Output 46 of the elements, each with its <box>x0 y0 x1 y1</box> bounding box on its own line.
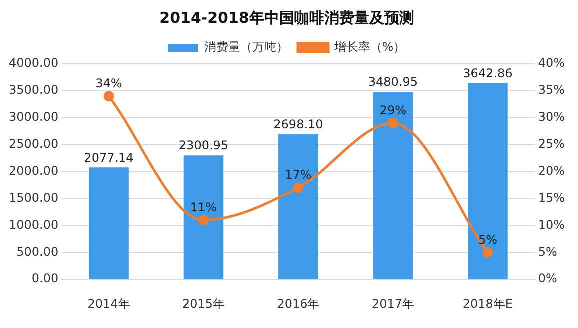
y-tick-label: 3000.00 <box>9 110 59 124</box>
y-tick-label: 0.00 <box>32 272 59 286</box>
y2-tick-label: 5% <box>538 244 558 259</box>
data-label: 2077.14 <box>84 150 134 165</box>
y2-tick-label: 25% <box>538 136 565 151</box>
y-tick-label: 3500.00 <box>9 83 59 98</box>
bar <box>89 168 129 280</box>
y-tick-label: 2500.00 <box>9 136 59 151</box>
y-tick-label: 4000.00 <box>9 56 59 70</box>
y2-tick-label: 30% <box>538 110 565 124</box>
data-label: 11% <box>190 200 218 214</box>
data-label: 2698.10 <box>274 117 324 132</box>
data-label: 2300.95 <box>178 138 229 153</box>
y2-tick-label: 40% <box>538 56 565 70</box>
legend-label: 增长率（%） <box>333 40 406 54</box>
bar <box>468 83 508 280</box>
bar <box>278 134 318 280</box>
chart-title: 2014-2018年中国咖啡消费量及预测 <box>160 8 414 27</box>
bar <box>184 156 224 280</box>
bar <box>373 92 414 280</box>
data-label: 5% <box>478 232 498 247</box>
x-tick-label: 2017年 <box>372 296 414 311</box>
y2-tick-label: 20% <box>538 164 565 178</box>
y-tick-label: 1000.00 <box>9 218 59 232</box>
y2-tick-label: 15% <box>538 190 565 205</box>
point <box>482 247 494 258</box>
x-tick-label: 2015年 <box>182 296 226 311</box>
data-label: 34% <box>96 76 122 90</box>
data-label: 29% <box>380 103 407 118</box>
y-tick-label: 2000.00 <box>9 164 59 178</box>
data-label: 17% <box>285 168 312 182</box>
y2-tick-label: 35% <box>538 83 565 98</box>
point <box>293 182 304 194</box>
x-tick-label: 2014年 <box>88 296 130 311</box>
point <box>198 215 209 226</box>
x-tick-label: 2018年E <box>462 296 514 311</box>
y-tick-label: 1500.00 <box>9 190 59 205</box>
legend-label: 消费量（万吨） <box>204 40 288 54</box>
x-tick-label: 2016年 <box>277 296 320 311</box>
data-label: 3480.95 <box>368 75 418 90</box>
data-label: 3642.86 <box>463 66 513 80</box>
y2-tick-label: 0% <box>538 272 558 286</box>
y-tick-label: 500.00 <box>16 244 59 259</box>
point <box>104 91 114 102</box>
y2-tick-label: 10% <box>538 218 565 232</box>
point <box>388 118 398 129</box>
